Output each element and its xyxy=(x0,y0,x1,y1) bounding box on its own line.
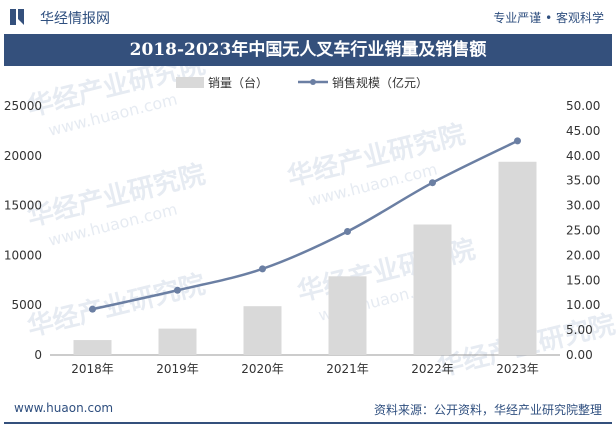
series-line xyxy=(92,139,519,311)
y-left-tick-label: 15000 xyxy=(4,199,42,213)
y-left-tick-label: 20000 xyxy=(4,149,42,163)
bar xyxy=(328,276,367,355)
y-right-tick-label: 0.00 xyxy=(566,348,593,362)
y-right-tick-label: 50.00 xyxy=(566,99,600,113)
y-right-tick-label: 45.00 xyxy=(566,124,600,138)
x-tick-label: 2021年 xyxy=(326,362,369,376)
y-left-tick-label: 10000 xyxy=(4,248,42,262)
x-tick-label: 2019年 xyxy=(156,362,199,376)
line-point xyxy=(89,305,96,313)
y-right-tick-label: 10.00 xyxy=(566,298,600,312)
y-right-tick-label: 25.00 xyxy=(566,224,600,238)
y-right-tick-label: 5.00 xyxy=(566,323,593,337)
footer: www.huaon.com 资料来源：公开资料，华经产业研究院整理 xyxy=(0,396,616,420)
y-left-tick-label: 0 xyxy=(34,348,42,362)
bar xyxy=(413,224,452,355)
line-point xyxy=(174,286,181,294)
bar xyxy=(158,328,197,355)
brand-logo-icon xyxy=(10,9,24,25)
brand-name: 华经情报网 xyxy=(40,11,110,27)
legend: 销量（台） 销售规模（亿元） xyxy=(176,75,428,90)
chart: 华经产业研究院 www.huaon.com 华经产业研究院 www.huaon.… xyxy=(4,66,616,383)
bar xyxy=(73,340,112,355)
footer-site: www.huaon.com xyxy=(14,401,114,415)
header: 华经情报网 专业严谨 • 客观科学 xyxy=(0,0,616,34)
y-right-tick-label: 40.00 xyxy=(566,149,600,163)
line-point xyxy=(429,179,436,187)
y-right-tick-label: 20.00 xyxy=(566,248,600,262)
x-tick-label: 2023年 xyxy=(496,362,539,376)
bar xyxy=(498,161,537,355)
legend-bar-label: 销量（台） xyxy=(208,75,268,90)
legend-line-marker xyxy=(310,79,316,85)
legend-line-label: 销售规模（亿元） xyxy=(332,75,428,90)
y-left-ticks: 0 5000 10000 15000 20000 25000 xyxy=(4,99,42,362)
tagline: 专业严谨 • 客观科学 xyxy=(493,11,604,25)
x-tick-labels: 2018年 2019年 2020年 2021年 2022年 2023年 xyxy=(71,362,539,376)
y-right-tick-label: 30.00 xyxy=(566,199,600,213)
bar xyxy=(243,306,282,355)
bottom-rule xyxy=(4,422,612,424)
legend-bar-swatch xyxy=(176,77,204,88)
y-left-tick-label: 5000 xyxy=(11,298,42,312)
line-series xyxy=(89,137,521,313)
y-left-tick-label: 25000 xyxy=(4,99,42,113)
bar-series xyxy=(73,161,537,355)
y-right-tick-label: 15.00 xyxy=(566,273,600,287)
y-right-ticks: 0.00 5.00 10.00 15.00 20.00 25.00 30.00 35.00 40… xyxy=(566,99,600,362)
footer-source: 资料来源：公开资料，华经产业研究院整理 xyxy=(373,403,602,417)
y-right-tick-label: 35.00 xyxy=(566,174,600,188)
x-tick-label: 2020年 xyxy=(241,362,284,376)
line-point xyxy=(514,137,521,145)
chart-title: 2018-2023年中国无人叉车行业销量及销售额 xyxy=(4,34,612,66)
line-point xyxy=(259,265,266,273)
x-tick-label: 2022年 xyxy=(411,362,454,376)
x-tick-label: 2018年 xyxy=(71,362,114,376)
line-point xyxy=(344,227,351,235)
